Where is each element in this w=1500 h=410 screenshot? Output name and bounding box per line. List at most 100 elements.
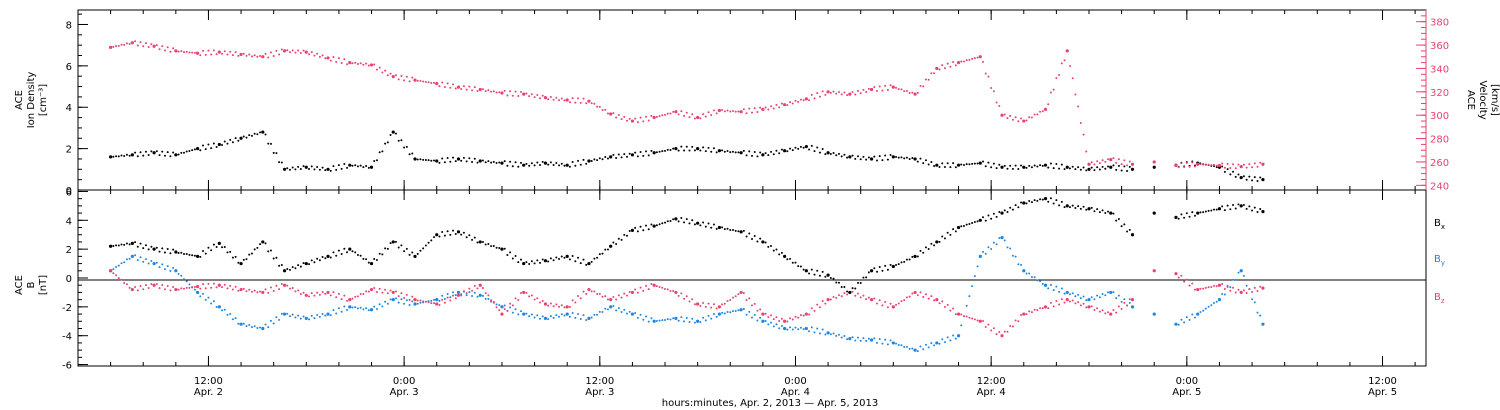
velocity-trace-dot xyxy=(990,87,993,90)
bx-trace-dot xyxy=(547,260,550,263)
bx-trace-dot xyxy=(786,258,789,261)
velocity-trace-dot xyxy=(593,102,596,105)
density-trace-dot xyxy=(340,167,343,170)
density-trace-dot xyxy=(384,142,387,145)
bx-trace-dot xyxy=(269,249,272,252)
by-trace-dot xyxy=(384,300,387,303)
bx-trace-dot xyxy=(647,228,650,231)
bx-trace-dot xyxy=(1107,210,1110,213)
bz-trace-dot xyxy=(680,292,683,295)
density-point xyxy=(848,155,852,159)
bx-point xyxy=(478,240,482,244)
bx-trace-dot xyxy=(321,256,324,259)
bx-trace-dot xyxy=(672,218,675,221)
by-trace-dot xyxy=(449,296,452,299)
density-trace-dot xyxy=(1082,166,1085,169)
bz-trace-dot xyxy=(134,286,137,289)
by-trace-dot xyxy=(229,312,232,315)
bz-trace-dot xyxy=(1180,274,1183,277)
velocity-trace-dot xyxy=(427,81,430,84)
density-trace-dot xyxy=(837,152,840,155)
velocity-trace-dot xyxy=(856,89,859,92)
by-trace-dot xyxy=(1120,300,1123,303)
bz-trace-dot xyxy=(816,303,819,306)
by-trace-dot xyxy=(343,305,346,308)
density-trace-dot xyxy=(683,149,686,152)
bx-trace-dot xyxy=(506,253,509,256)
bz-trace-dot xyxy=(286,284,289,287)
top-y-label-line3: [cm⁻³] xyxy=(38,84,49,116)
by-trace-dot xyxy=(245,325,248,328)
velocity-trace-dot xyxy=(677,113,680,116)
velocity-trace-dot xyxy=(120,43,123,46)
bx-trace-dot xyxy=(802,268,805,271)
by-trace-dot xyxy=(639,313,642,316)
by-trace-dot xyxy=(707,314,710,317)
density-trace-dot xyxy=(886,158,889,161)
density-trace-dot xyxy=(250,134,253,137)
density-trace-dot xyxy=(321,166,324,169)
by-trace-dot xyxy=(680,316,683,319)
by-trace-dot xyxy=(582,314,585,317)
bz-trace-dot xyxy=(259,290,262,293)
density-trace-dot xyxy=(960,163,963,166)
velocity-trace-dot xyxy=(1117,158,1120,161)
density-trace-dot xyxy=(590,160,593,163)
top-right-tick-label: 240 xyxy=(1430,181,1449,192)
bz-trace-dot xyxy=(1014,319,1017,322)
bx-trace-dot xyxy=(539,261,542,264)
density-point xyxy=(435,159,439,163)
by-trace-dot xyxy=(712,312,715,315)
velocity-trace-dot xyxy=(1234,167,1237,170)
bz-trace-dot xyxy=(302,291,305,294)
bz-trace-dot xyxy=(734,295,737,298)
bz-trace-dot xyxy=(563,306,566,309)
velocity-trace-dot xyxy=(248,53,251,56)
by-trace-dot xyxy=(973,275,976,278)
bz-trace-dot xyxy=(995,333,998,336)
bx-point xyxy=(369,261,374,266)
velocity-trace-dot xyxy=(128,42,131,45)
x-tick-time: 12:00 xyxy=(977,376,1006,387)
velocity-trace-dot xyxy=(976,56,979,59)
velocity-trace-dot xyxy=(666,112,669,115)
density-trace-dot xyxy=(498,161,501,164)
density-trace-dot xyxy=(1253,176,1256,179)
velocity-point xyxy=(413,78,417,82)
top-left-tick-label: 8 xyxy=(66,20,72,31)
velocity-trace-dot xyxy=(375,68,378,71)
density-trace-dot xyxy=(794,146,797,149)
bx-trace-dot xyxy=(511,257,514,260)
velocity-trace-dot xyxy=(147,46,150,49)
x-tick-date: Apr. 4 xyxy=(781,387,810,398)
by-trace-dot xyxy=(1033,276,1036,279)
bx-trace-dot xyxy=(288,268,291,271)
bz-trace-dot xyxy=(905,296,908,299)
by-trace-dot xyxy=(715,315,718,318)
by-trace-dot xyxy=(346,308,349,311)
bz-trace-dot xyxy=(144,284,147,287)
by-trace-dot xyxy=(495,303,498,306)
bx-trace-dot xyxy=(856,281,859,284)
bx-trace-dot xyxy=(1082,205,1085,208)
by-trace-dot xyxy=(813,331,816,334)
bx-trace-dot xyxy=(1123,223,1126,226)
bx-trace-dot xyxy=(454,233,457,236)
bz-trace-dot xyxy=(125,283,128,286)
by-point xyxy=(217,305,221,309)
bz-trace-dot xyxy=(802,314,805,317)
by-trace-dot xyxy=(688,321,691,324)
velocity-trace-dot xyxy=(123,43,126,46)
bz-trace-dot xyxy=(207,282,210,285)
density-trace-dot xyxy=(1085,169,1088,172)
velocity-point xyxy=(1261,162,1265,166)
by-trace-dot xyxy=(1251,298,1254,301)
by-trace-dot xyxy=(865,339,868,342)
by-point xyxy=(282,312,287,316)
bz-trace-dot xyxy=(419,299,422,302)
by-trace-dot xyxy=(1253,301,1256,304)
bz-trace-dot xyxy=(294,290,297,293)
bx-trace-dot xyxy=(737,230,740,233)
bx-point xyxy=(652,224,656,228)
by-trace-dot xyxy=(419,301,422,304)
